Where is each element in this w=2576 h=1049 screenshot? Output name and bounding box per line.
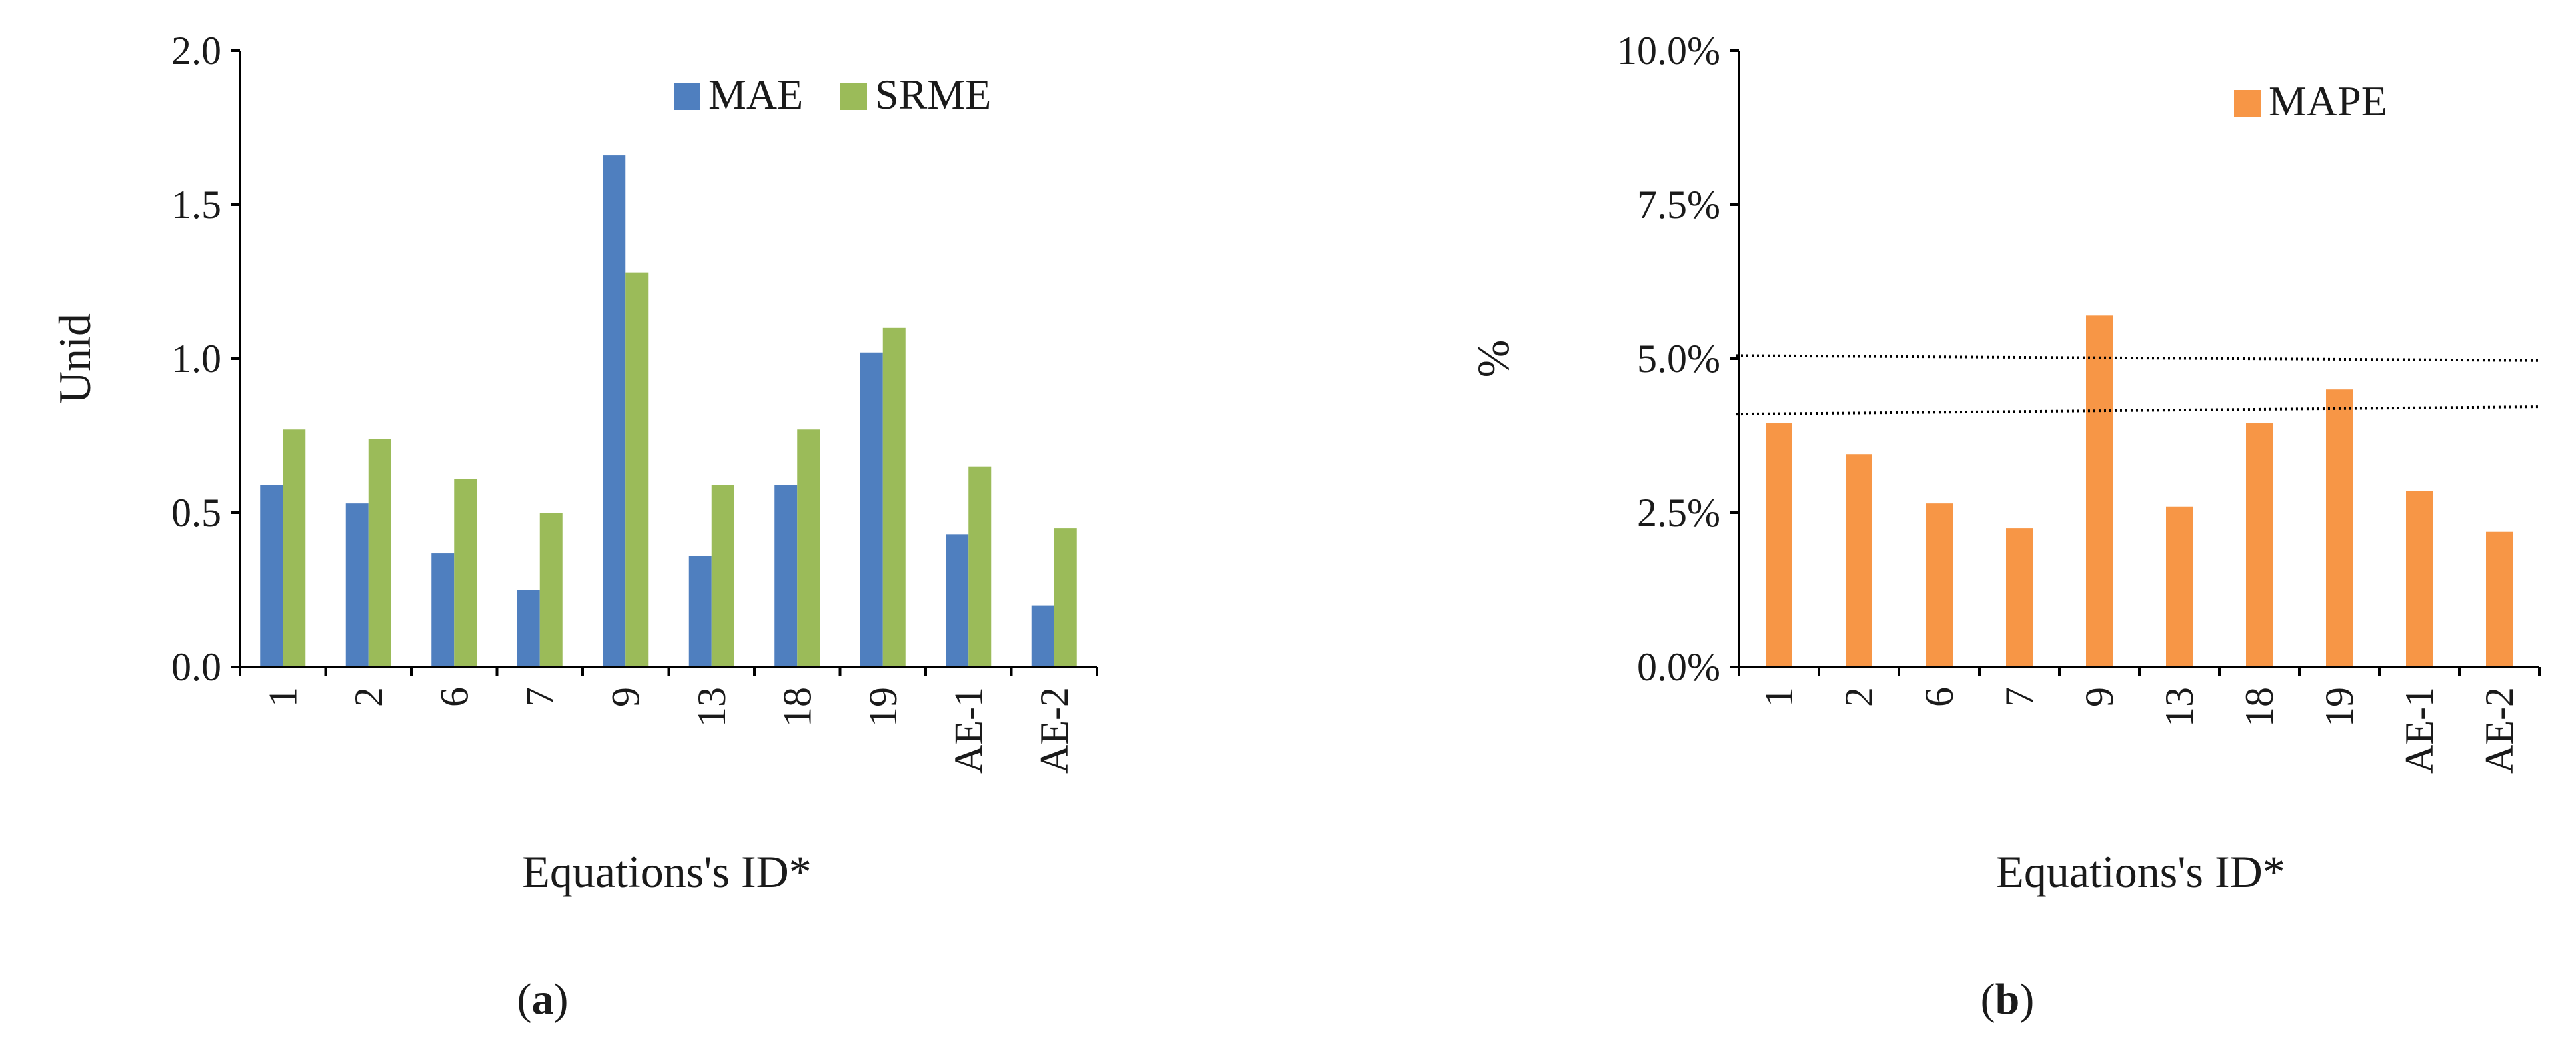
bar-mae-7 [517, 590, 540, 667]
y-tick-label: 10.0% [1617, 29, 1720, 73]
bar-mape-ae-2 [2486, 531, 2513, 667]
bar-mape-7 [2006, 528, 2033, 667]
legend-swatch-mae [674, 83, 700, 110]
x-tick-label: 6 [1917, 687, 1961, 707]
bar-srme-ae-2 [1054, 528, 1077, 667]
chart-a-y-ticks: 0.0 0.5 1.0 1.5 2.0 [171, 29, 240, 689]
x-tick-label: 1 [261, 687, 305, 707]
bar-srme-19 [882, 327, 906, 667]
chart-b-y-axis-title: % [1468, 340, 1518, 378]
chart-a-panel-label: (a) [517, 975, 569, 1024]
chart-b-bars [1766, 315, 2513, 667]
x-tick-label: 9 [603, 687, 648, 707]
chart-a-bars [260, 155, 1077, 667]
y-tick-label: 0.0 [171, 645, 221, 689]
chart-a: 0.0 0.5 1.0 1.5 2.0 1 2 6 7 9 13 18 19 AE-1 AE-2 MAE S… [49, 29, 1098, 1024]
legend-label-srme: SRME [875, 71, 991, 118]
bar-srme-18 [797, 429, 820, 667]
bar-mape-19 [2326, 389, 2353, 667]
x-tick-label: AE-2 [1032, 687, 1076, 774]
x-tick-label: 18 [775, 687, 819, 727]
bar-mae-2 [345, 503, 369, 667]
chart-a-x-axis-title: Equations's ID* [522, 846, 811, 897]
y-tick-label: 2.5% [1637, 491, 1720, 535]
x-tick-label: 13 [690, 687, 734, 727]
reference-line-1 [1735, 354, 2540, 362]
legend-swatch-mape [2234, 90, 2261, 117]
chart-b-x-axis-title: Equations's ID* [1996, 846, 2285, 897]
x-tick-label: AE-1 [2397, 687, 2441, 774]
chart-a-y-axis-title: Unid [49, 313, 100, 404]
x-tick-label: 9 [2077, 687, 2121, 707]
x-tick-label: 18 [2237, 687, 2281, 727]
chart-b-reference-lines [1735, 354, 2540, 416]
y-tick-label: 2.0 [171, 29, 221, 73]
x-tick-label: 13 [2157, 687, 2201, 727]
chart-b: 0.0% 2.5% 5.0% 7.5% 10.0% 1 2 6 7 9 13 18 19 AE-1 AE-… [1468, 29, 2541, 1024]
x-tick-label: 2 [347, 687, 391, 707]
bar-mape-2 [1846, 454, 1872, 667]
bar-srme-13 [711, 485, 734, 667]
bar-srme-7 [539, 513, 563, 667]
bar-mape-6 [1926, 503, 1953, 667]
y-tick-label: 1.0 [171, 337, 221, 381]
bar-srme-2 [368, 439, 391, 667]
reference-line-2 [1735, 405, 2540, 416]
chart-a-x-ticks: 1 2 6 7 9 13 18 19 AE-1 AE-2 [239, 667, 1098, 774]
bar-mae-18 [774, 485, 798, 667]
bar-srme-1 [283, 429, 306, 667]
x-tick-label: 19 [861, 687, 905, 727]
x-tick-label: AE-2 [2477, 687, 2521, 774]
chart-b-legend: MAPE [2234, 77, 2387, 125]
y-tick-label: 1.5 [171, 183, 221, 227]
bar-mae-9 [603, 155, 626, 667]
x-tick-label: 19 [2317, 687, 2361, 727]
legend-label-mape: MAPE [2269, 77, 2387, 125]
chart-b-y-ticks: 0.0% 2.5% 5.0% 7.5% 10.0% [1617, 29, 1739, 689]
x-tick-label: 7 [1997, 687, 2041, 707]
bar-mape-9 [2086, 315, 2113, 667]
bar-mae-ae-2 [1031, 605, 1054, 667]
x-tick-label: 7 [518, 687, 562, 707]
bar-mape-1 [1766, 423, 1792, 667]
y-tick-label: 0.0% [1637, 645, 1720, 689]
x-tick-label: 2 [1837, 687, 1881, 707]
chart-a-legend: MAE SRME [674, 71, 991, 118]
legend-swatch-srme [840, 83, 867, 110]
bar-srme-6 [454, 479, 477, 667]
bar-mae-19 [860, 352, 883, 667]
bar-mape-18 [2246, 423, 2273, 667]
y-tick-label: 5.0% [1637, 337, 1720, 381]
bar-mape-ae-1 [2406, 491, 2433, 667]
bar-mape-13 [2166, 506, 2193, 667]
x-tick-label: 6 [432, 687, 476, 707]
x-tick-label: 1 [1757, 687, 1801, 707]
chart-b-panel-label: (b) [1981, 975, 2035, 1024]
chart-b-x-ticks: 1 2 6 7 9 13 18 19 AE-1 AE-2 [1738, 667, 2541, 774]
y-tick-label: 7.5% [1637, 183, 1720, 227]
x-tick-label: AE-1 [946, 687, 990, 774]
bar-mae-ae-1 [946, 534, 969, 667]
y-tick-label: 0.5 [171, 491, 221, 535]
bar-mae-1 [260, 485, 283, 667]
bar-srme-9 [625, 272, 649, 667]
bar-mae-13 [688, 556, 712, 667]
legend-label-mae: MAE [708, 71, 803, 118]
bar-srme-ae-1 [968, 466, 992, 667]
bar-mae-6 [431, 553, 455, 667]
